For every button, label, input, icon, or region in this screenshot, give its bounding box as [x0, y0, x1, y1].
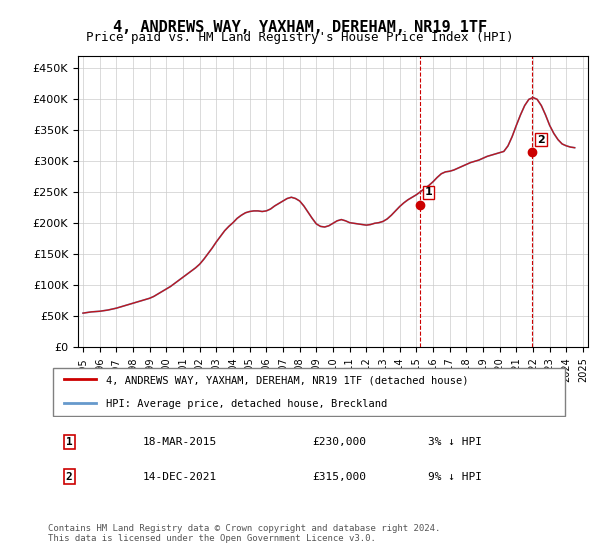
Text: 3% ↓ HPI: 3% ↓ HPI	[428, 437, 482, 447]
Text: HPI: Average price, detached house, Breckland: HPI: Average price, detached house, Brec…	[106, 399, 388, 409]
Text: £315,000: £315,000	[312, 472, 366, 482]
Text: Price paid vs. HM Land Registry's House Price Index (HPI): Price paid vs. HM Land Registry's House …	[86, 31, 514, 44]
Text: Contains HM Land Registry data © Crown copyright and database right 2024.
This d: Contains HM Land Registry data © Crown c…	[48, 524, 440, 543]
Text: 2: 2	[537, 135, 545, 144]
Text: 1: 1	[425, 188, 433, 198]
Text: 2: 2	[66, 472, 73, 482]
Text: £230,000: £230,000	[312, 437, 366, 447]
FancyBboxPatch shape	[53, 368, 565, 416]
Text: 4, ANDREWS WAY, YAXHAM, DEREHAM, NR19 1TF: 4, ANDREWS WAY, YAXHAM, DEREHAM, NR19 1T…	[113, 20, 487, 35]
Text: 4, ANDREWS WAY, YAXHAM, DEREHAM, NR19 1TF (detached house): 4, ANDREWS WAY, YAXHAM, DEREHAM, NR19 1T…	[106, 375, 469, 385]
Text: 1: 1	[66, 437, 73, 447]
Text: 9% ↓ HPI: 9% ↓ HPI	[428, 472, 482, 482]
Text: 14-DEC-2021: 14-DEC-2021	[143, 472, 217, 482]
Text: 18-MAR-2015: 18-MAR-2015	[143, 437, 217, 447]
